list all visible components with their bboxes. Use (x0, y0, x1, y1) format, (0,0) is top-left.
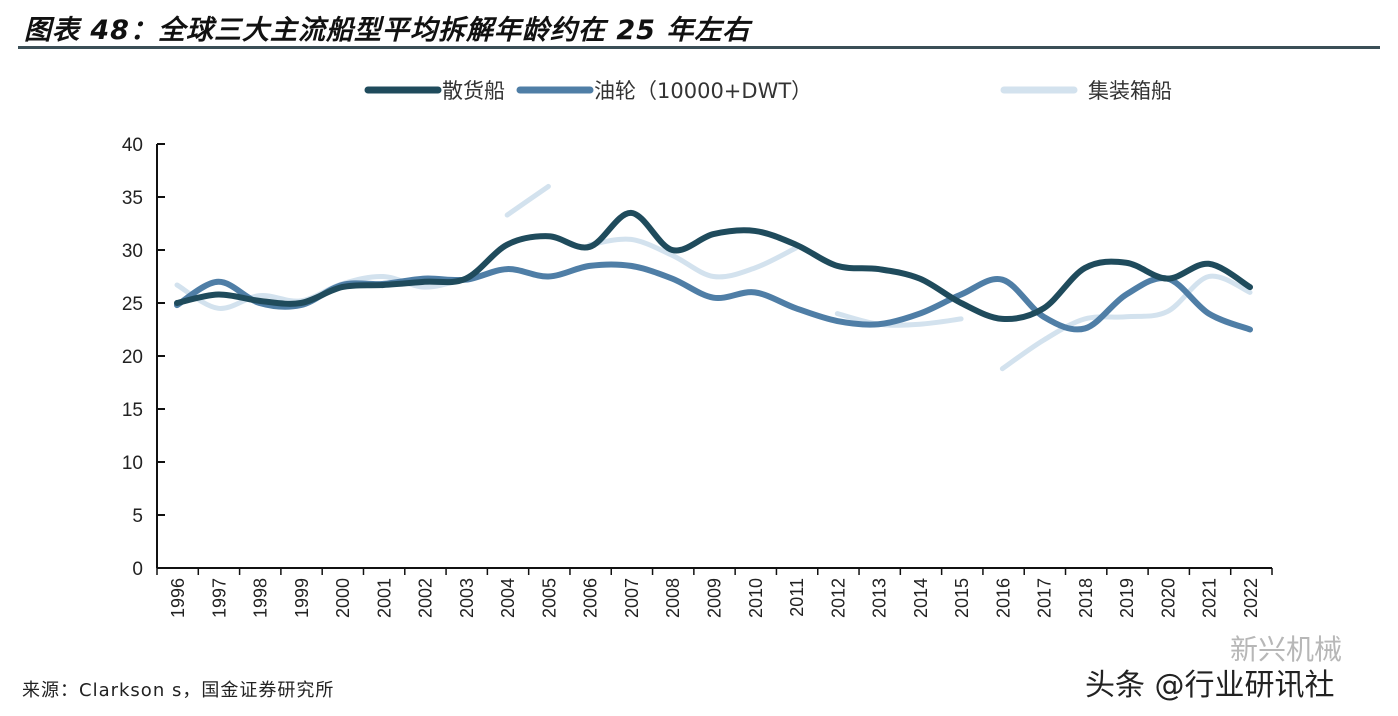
watermark-logo: 新兴机械 (1230, 633, 1343, 666)
source-note: 来源：Clarkson s，国金证券研究所 (22, 680, 335, 701)
title-divider (18, 46, 1380, 49)
x-tick-label: 2014 (911, 578, 931, 618)
legend-label: 集装箱船 (1088, 79, 1172, 103)
legend-label: 散货船 (442, 79, 505, 103)
x-tick-label: 2012 (828, 578, 848, 618)
x-tick-label: 2003 (457, 578, 477, 618)
x-tick-label: 2000 (333, 578, 353, 618)
x-tick-label: 2019 (1117, 578, 1137, 618)
y-tick-label: 15 (122, 400, 143, 421)
x-tick-label: 2005 (539, 578, 559, 618)
series-line (587, 236, 799, 280)
y-tick-label: 40 (122, 135, 143, 156)
series-line (999, 273, 1253, 372)
x-tick-label: 2009 (705, 578, 725, 618)
x-tick-label: 1999 (292, 578, 312, 618)
series-line (504, 183, 551, 218)
x-tick-label: 1998 (251, 578, 271, 618)
y-tick-label: 5 (132, 506, 143, 527)
y-tick-label: 35 (122, 188, 143, 209)
x-tick-label: 2001 (374, 578, 394, 618)
y-tick-label: 10 (122, 453, 143, 474)
y-tick-label: 30 (122, 241, 143, 262)
y-tick-label: 0 (132, 559, 143, 580)
x-tick-label: 2022 (1241, 578, 1261, 618)
x-tick-label: 2021 (1200, 578, 1220, 618)
x-tick-label: 2007 (622, 578, 642, 618)
watermark: 头条 @行业研讯社 (1085, 668, 1335, 703)
legend-label: 油轮（10000+DWT） (594, 79, 812, 103)
x-tick-label: 2020 (1158, 578, 1178, 618)
x-tick-label: 2015 (952, 578, 972, 618)
x-tick-label: 2008 (663, 578, 683, 618)
x-tick-label: 1996 (168, 578, 188, 618)
x-tick-label: 2002 (416, 578, 436, 618)
x-tick-label: 2013 (870, 578, 890, 618)
x-tick-label: 2011 (787, 578, 807, 617)
x-tick-label: 2006 (581, 578, 601, 618)
chart-title: 图表 48：全球三大主流船型平均拆解年龄约在 25 年左右 (24, 15, 751, 46)
y-tick-label: 25 (122, 294, 143, 315)
x-tick-label: 2018 (1076, 578, 1096, 618)
x-tick-label: 1997 (209, 578, 229, 618)
x-tick-label: 2016 (993, 578, 1013, 618)
x-tick-label: 2010 (746, 578, 766, 618)
series-line (834, 311, 964, 328)
x-tick-label: 2004 (498, 578, 518, 618)
series-line (174, 209, 1253, 323)
y-tick-label: 20 (122, 347, 143, 368)
x-tick-label: 2017 (1035, 578, 1055, 618)
